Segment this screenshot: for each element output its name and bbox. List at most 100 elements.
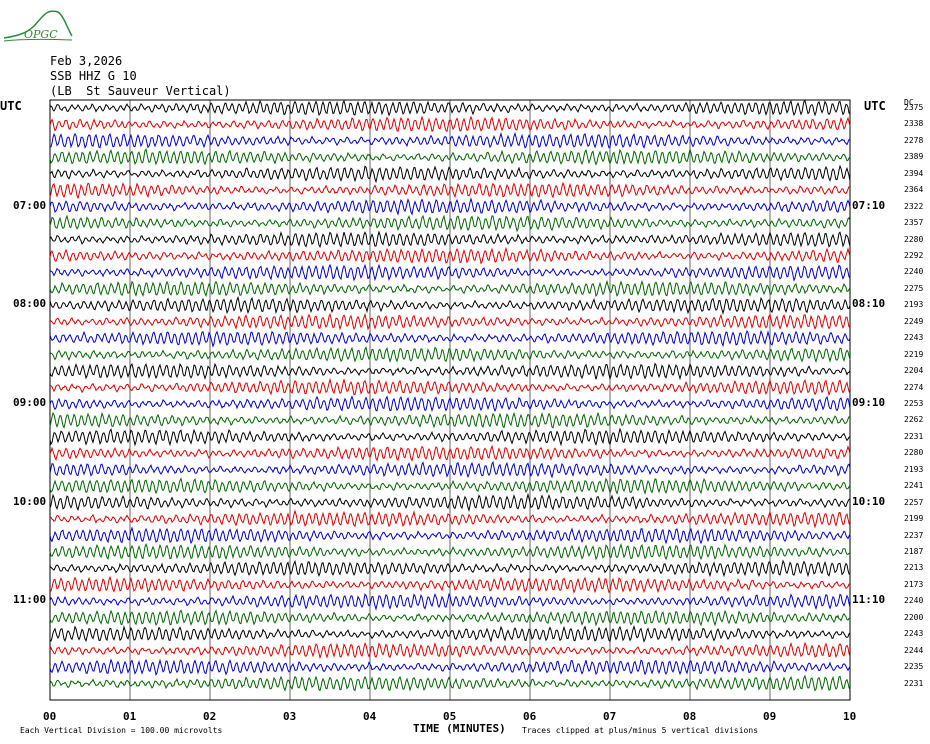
trace-line [49, 575, 851, 594]
trace-offset-label: 2275 [904, 283, 924, 293]
trace-line [49, 164, 851, 184]
trace-line [49, 477, 851, 496]
right-time-label: 09:10 [852, 396, 886, 409]
trace-line [49, 592, 851, 612]
trace-offset-label: 2243 [904, 629, 924, 639]
x-tick-label: 07 [603, 710, 617, 723]
trace-offset-label: 2193 [904, 300, 924, 310]
trace-offset-label: 2244 [904, 645, 924, 655]
header-station-name: (LB St Sauveur Vertical) [50, 84, 231, 98]
x-tick-label: 09 [763, 710, 777, 723]
trace-line [49, 230, 851, 249]
trace-offset-label: 2364 [904, 185, 924, 195]
trace-line [49, 641, 851, 660]
x-tick-label: 03 [283, 710, 297, 723]
trace-line [49, 658, 851, 676]
x-tick-label: 10 [843, 710, 857, 723]
trace-line [49, 147, 851, 166]
left-time-label: 10:00 [13, 494, 47, 508]
trace-offset-label: 2243 [904, 333, 924, 343]
right-time-label: 10:10 [852, 494, 886, 508]
x-tick-label: 08 [683, 710, 697, 723]
x-tick-label: 05 [443, 710, 457, 723]
x-tick-label: 06 [523, 710, 537, 723]
trace-line [49, 197, 851, 216]
trace-line [49, 542, 851, 561]
trace-offset-label: 2231 [904, 678, 924, 688]
trace-offset-label: 2292 [904, 251, 924, 260]
trace-line [49, 295, 851, 315]
footer-left: Each Vertical Division = 100.00 microvol… [20, 726, 223, 735]
trace-offset-label: 2237 [904, 530, 924, 540]
trace-line [49, 625, 851, 643]
trace-line [49, 346, 851, 364]
x-axis-label: TIME (MINUTES) [413, 722, 506, 735]
x-tick-label: 00 [43, 710, 57, 723]
trace-offset-label: 2173 [904, 579, 924, 589]
x-tick-label: 02 [203, 710, 217, 723]
trace-line [49, 279, 851, 298]
x-tick-label: 04 [363, 710, 377, 723]
trace-offset-label: 2249 [904, 316, 924, 326]
trace-offset-label: 2278 [904, 135, 924, 145]
trace-line [49, 115, 851, 133]
trace-offset-label: 2187 [904, 547, 924, 556]
trace-line [49, 444, 851, 462]
trace-line [49, 526, 851, 545]
logo-text: OPGC [24, 28, 58, 41]
x-tick-label: 01 [123, 710, 137, 723]
trace-line [49, 559, 851, 578]
trace-line [49, 131, 851, 149]
header-station: SSB HHZ G 10 [50, 69, 137, 83]
trace-line [49, 509, 851, 529]
trace-offset-label: 2375 [904, 103, 924, 112]
left-time-label: 11:00 [13, 593, 47, 607]
left-time-label: 07:00 [13, 198, 47, 212]
trace-offset-label: 2193 [904, 464, 924, 474]
trace-line [49, 181, 851, 200]
trace-line [49, 609, 851, 627]
trace-offset-label: 2235 [904, 662, 924, 672]
trace-offset-label: 2394 [904, 168, 924, 178]
trace-offset-label: 2257 [904, 497, 924, 507]
trace-line [49, 362, 851, 381]
trace-offset-label: 2231 [904, 431, 924, 441]
trace-line [49, 377, 851, 397]
trace-offset-label: 2213 [904, 563, 924, 573]
trace-line [49, 246, 851, 265]
trace-offset-label: 2240 [904, 267, 924, 277]
right-time-label: 07:10 [852, 198, 886, 212]
ofgc-logo: OPGC [2, 4, 74, 44]
left-time-label: 08:00 [13, 297, 47, 311]
trace-line [49, 460, 851, 479]
trace-line [49, 214, 851, 233]
trace-offset-label: 2200 [904, 612, 924, 622]
trace-offset-label: 2262 [904, 415, 924, 425]
trace-offset-label: 2240 [904, 596, 924, 606]
trace-offset-label: 2199 [904, 514, 924, 524]
trace-offset-label: 2219 [904, 349, 924, 359]
utc-left-label: UTC [0, 99, 22, 113]
left-time-label: 09:00 [13, 396, 47, 409]
footer-right: Traces clipped at plus/minus 5 vertical … [522, 726, 759, 735]
trace-line [49, 492, 851, 513]
trace-offset-label: 2253 [904, 399, 924, 408]
logo-mountain-icon [3, 10, 73, 42]
trace-line [49, 99, 851, 117]
right-time-label: 11:10 [852, 593, 886, 607]
trace-line [49, 395, 851, 413]
trace-offset-label: 2338 [904, 119, 924, 129]
trace-offset-label: 2322 [904, 201, 924, 211]
trace-offset-label: 2241 [904, 481, 924, 491]
trace-line [49, 312, 851, 331]
trace-line [49, 329, 851, 348]
right-time-label: 08:10 [852, 297, 886, 311]
trace-line [49, 263, 851, 282]
trace-offset-label: 2274 [904, 382, 924, 392]
trace-offset-label: 2357 [904, 218, 924, 228]
trace-offset-label: 2280 [904, 234, 924, 244]
utc-right-label: UTC [864, 99, 886, 113]
counts-header: DC [904, 98, 914, 107]
trace-line [49, 427, 851, 447]
